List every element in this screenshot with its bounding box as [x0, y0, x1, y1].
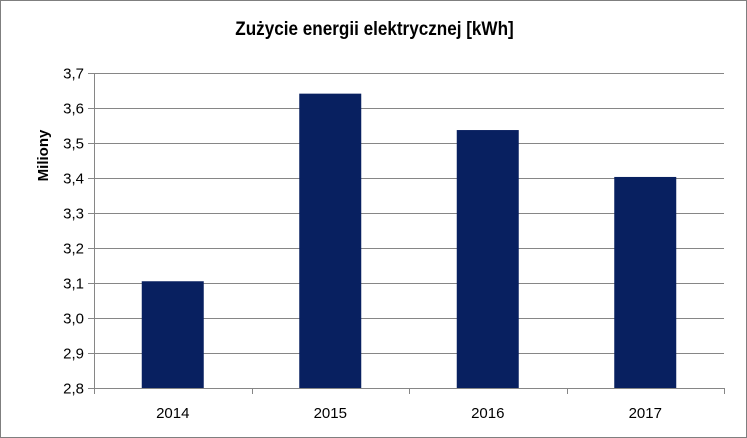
- x-tick-label: 2017: [629, 405, 662, 422]
- y-tick-label: 3,3: [63, 206, 84, 223]
- y-tick-label: 3,7: [63, 66, 84, 83]
- x-tick-label: 2016: [471, 405, 504, 422]
- y-tick-label: 3,4: [63, 171, 84, 188]
- y-tick-label: 3,0: [63, 311, 84, 328]
- y-tick-label: 3,1: [63, 276, 84, 293]
- y-tick-label: 2,8: [63, 381, 84, 398]
- y-tick-label: 2,9: [63, 346, 84, 363]
- y-tick-label: 3,5: [63, 136, 84, 153]
- bar: [456, 130, 519, 389]
- y-tick-label: 3,6: [63, 101, 84, 118]
- chart-title: Zużycie energii elektrycznej [kWh]: [235, 19, 514, 40]
- y-axis-title: Miliony: [35, 129, 52, 181]
- bar: [141, 281, 204, 388]
- bar: [299, 93, 362, 389]
- bar: [614, 176, 677, 388]
- y-tick-label: 3,2: [63, 241, 84, 258]
- x-tick-label: 2014: [156, 405, 189, 422]
- x-tick-label: 2015: [314, 405, 347, 422]
